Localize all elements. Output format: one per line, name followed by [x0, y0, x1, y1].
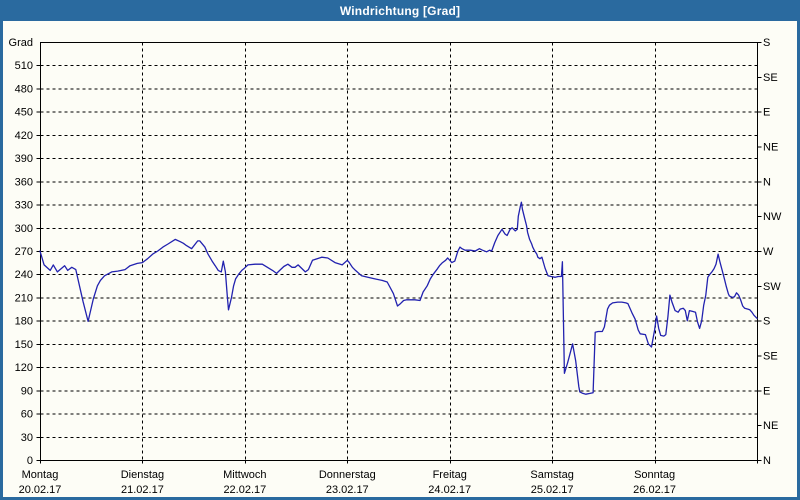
y-left-axis-caption: Grad	[9, 37, 33, 49]
x-axis-day-label: Donnerstag	[319, 469, 376, 481]
y-left-tick-label: 90	[21, 385, 33, 397]
y-left-tick-label: 420	[15, 130, 33, 142]
y-right-tick-label: SW	[763, 281, 781, 293]
grid-layer	[36, 42, 762, 464]
y-left-tick-label: 330	[15, 200, 33, 212]
y-left-tick-label: 510	[15, 60, 33, 72]
plot-frame	[40, 42, 758, 461]
y-left-tick-label: 240	[15, 269, 33, 281]
x-axis-date-label: 21.02.17	[121, 484, 164, 496]
y-left-tick-label: 480	[15, 83, 33, 95]
x-axis-date-label: 20.02.17	[19, 484, 62, 496]
x-axis-day-label: Montag	[22, 469, 59, 481]
window-title: Windrichtung [Grad]	[339, 4, 461, 18]
x-axis-day-label: Samstag	[530, 469, 573, 481]
y-left-tick-label: 150	[15, 339, 33, 351]
y-right-tick-label: W	[763, 246, 774, 258]
chart-canvas: 0 30 60 90 120 150 180 210 240 270 300 330 360 390 420…	[9, 37, 782, 496]
x-axis-date-label: 23.02.17	[326, 484, 369, 496]
y-left-tick-label: 120	[15, 362, 33, 374]
y-right-tick-label: N	[763, 455, 771, 467]
y-right-tick-label: E	[763, 385, 770, 397]
y-right-tick-label: NE	[763, 142, 778, 154]
x-axis-date-label: 26.02.17	[633, 484, 676, 496]
y-left-tick-label: 30	[21, 432, 33, 444]
y-left-tick-label: 0	[27, 455, 33, 467]
x-axis-date-label: 22.02.17	[223, 484, 266, 496]
x-axis-day-label: Freitag	[433, 469, 467, 481]
x-axis-day-label: Mittwoch	[223, 469, 266, 481]
y-right-tick-label: S	[763, 316, 770, 328]
x-axis-date-label: 25.02.17	[531, 484, 574, 496]
title-bar: Windrichtung [Grad]	[3, 3, 797, 21]
y-left-tick-label: 360	[15, 176, 33, 188]
y-left-tick-label: 450	[15, 107, 33, 119]
y-right-tick-label: S	[763, 37, 770, 49]
y-right-tick-label: E	[763, 107, 770, 119]
y-right-tick-label: SE	[763, 72, 778, 84]
y-right-tick-label: N	[763, 176, 771, 188]
y-left-tick-label: 210	[15, 292, 33, 304]
chart-area: 0 30 60 90 120 150 180 210 240 270 300 330 360 390 420…	[3, 21, 797, 497]
series-line	[39, 201, 758, 395]
y-right-tick-label: NE	[763, 420, 778, 432]
x-axis-day-label: Dienstag	[121, 469, 164, 481]
y-left-tick-label: 180	[15, 316, 33, 328]
y-right-tick-label: SE	[763, 351, 778, 363]
y-left-tick-label: 270	[15, 246, 33, 258]
y-left-tick-label: 390	[15, 153, 33, 165]
y-left-tick-label: 60	[21, 409, 33, 421]
x-axis-date-label: 24.02.17	[428, 484, 471, 496]
y-right-tick-label: NW	[763, 211, 782, 223]
x-axis-day-label: Sonntag	[634, 469, 675, 481]
y-left-tick-label: 300	[15, 223, 33, 235]
